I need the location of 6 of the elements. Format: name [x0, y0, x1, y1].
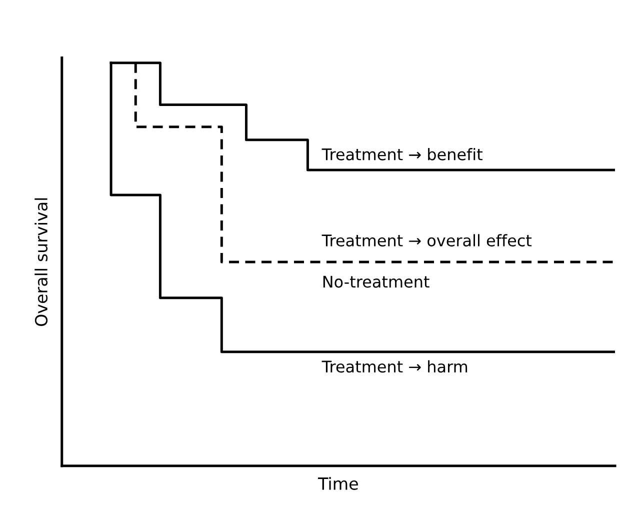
annotation: No-treatment [323, 276, 430, 288]
y-axis-title: Overall survival [34, 198, 48, 326]
annotation: Treatment → overall effect [322, 234, 532, 246]
annotation: Treatment → benefit [322, 148, 482, 160]
x-axis-title: Time [318, 477, 358, 490]
annotation: Treatment → harm [322, 360, 468, 373]
